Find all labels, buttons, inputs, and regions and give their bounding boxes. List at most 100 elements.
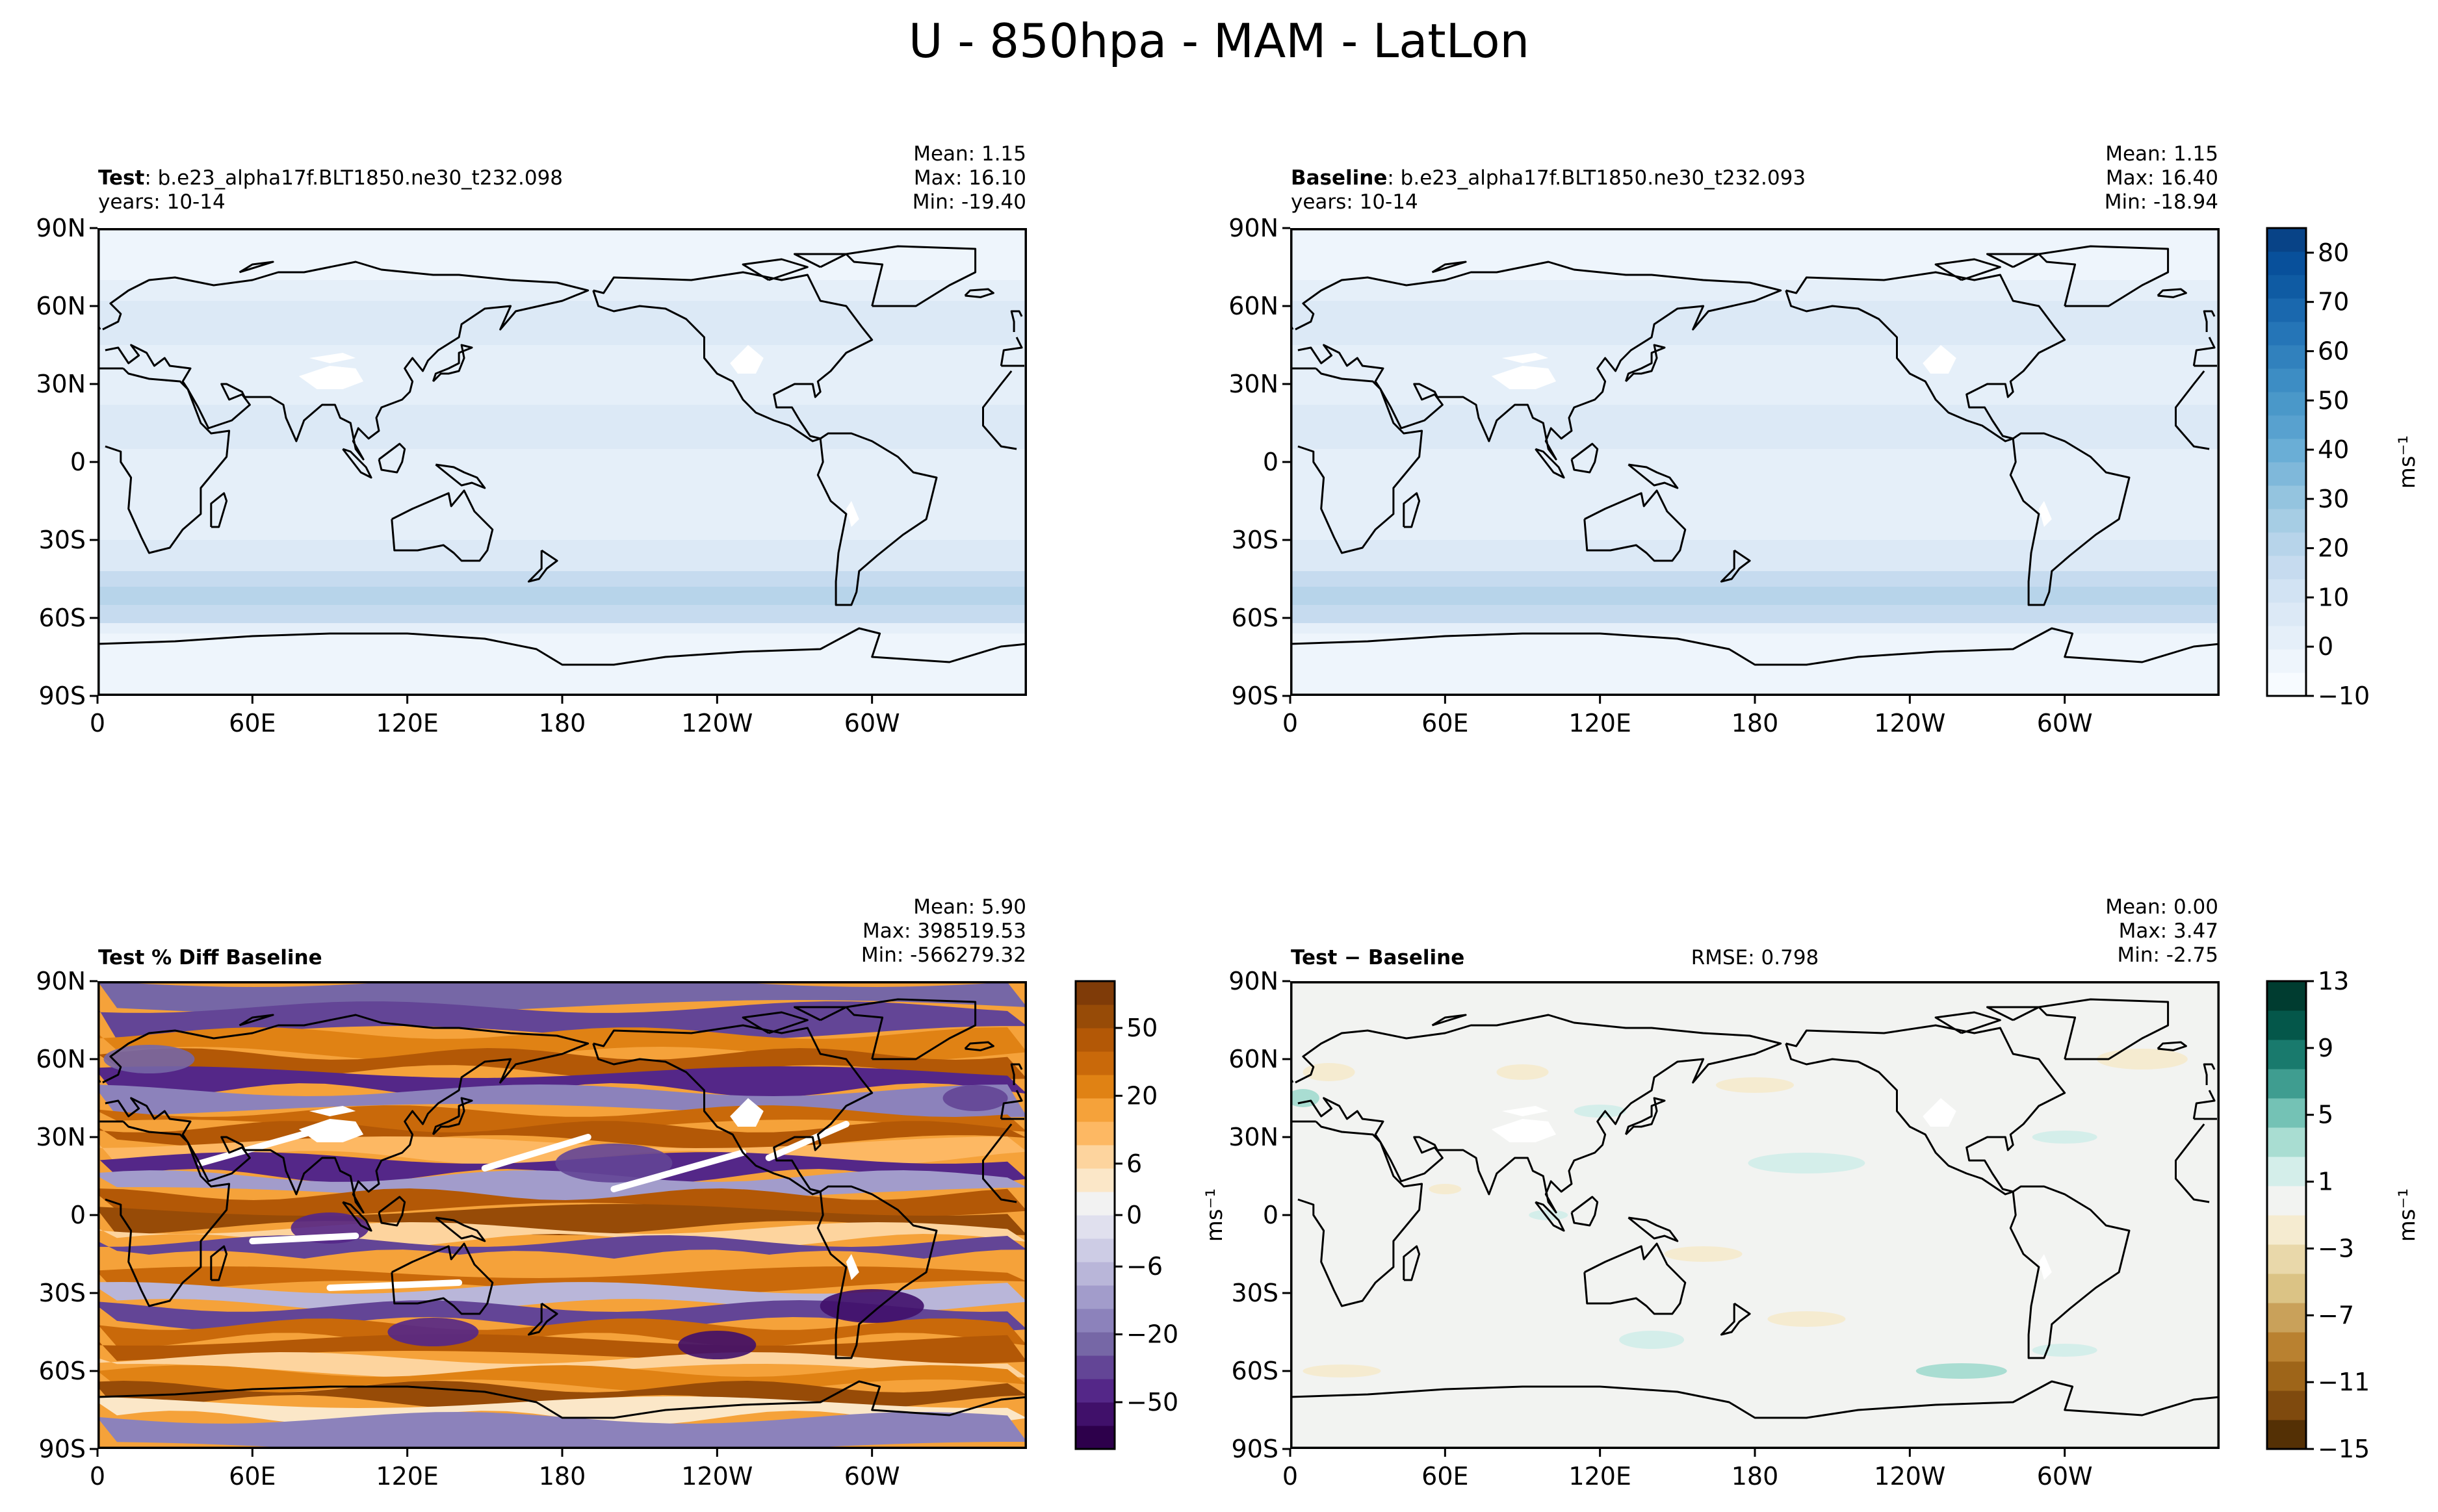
colorbar-tick-label: −15 [2318,1435,2370,1463]
lat-tick-label: 0 [70,448,86,476]
colorbar-segment [2267,509,2306,533]
colorbar-segment [2267,1040,2306,1070]
colorbar-segment [2267,602,2306,626]
coastline [1583,489,1687,562]
coastline [2038,245,2170,307]
colorbar-tick-label: 50 [1126,1014,1158,1042]
diff-label: Test − Baseline [1291,946,1464,970]
colorbar-segment [1076,1426,1115,1450]
wind-band [1290,457,2220,514]
coastline [378,1196,406,1227]
colorbar-segment [1076,1051,1115,1075]
test-mean: Mean: 1.15 [913,142,1026,166]
missing-data-region [309,353,356,363]
coastline [1986,1006,2040,1021]
diff-min: Min: -2.75 [2117,943,2218,967]
pctdiff-label-bold: Test % Diff Baseline [98,946,322,969]
lon-tick-label: 60W [844,709,900,737]
lat-tick-label: 90S [39,1435,86,1463]
coastline [2157,1041,2187,1051]
colorbar-segment [2267,1127,2306,1157]
lat-tick-label: 60N [1228,1045,1278,1073]
test-min: Min: -19.40 [912,190,1026,214]
colorbar-segment [2267,368,2306,392]
lon-tick-label: 0 [90,1462,105,1491]
coastline [1535,1201,1565,1232]
colorbar-segment [2267,1186,2306,1216]
lon-tick-label: 180 [1731,1462,1779,1491]
pct-diff-patch [820,1289,924,1323]
coastline [527,1302,558,1336]
lat-tick-label: 30N [1228,1123,1278,1151]
lon-tick-label: 120E [1568,709,1631,737]
coastline [1627,463,1679,489]
missing-data-region [1501,1106,1549,1116]
colorbar-segment [2267,1361,2306,1391]
colorbar-segment [2267,1098,2306,1128]
lon-tick-label: 60W [2037,709,2093,737]
coastline [742,258,809,281]
colorbar-segment [2267,251,2306,275]
coastline [816,432,938,606]
lon-tick-label: 180 [539,1462,586,1491]
diff-patch [1574,1105,1626,1118]
coastline [1431,1014,1467,1027]
diff-patch [2032,1131,2097,1144]
colorbar-tick-label: −10 [2318,682,2370,710]
coastline [527,549,558,583]
missing-data [298,345,859,527]
coastline [1986,253,2040,268]
missing-data [298,1098,859,1280]
test-years: years: 10-14 [98,190,226,214]
colorbar-segment [2267,1332,2306,1362]
pct-diff-band [97,1318,1027,1347]
colorbar-tick-label: 9 [2318,1034,2333,1062]
colorbar-tick-label: 50 [2318,386,2349,415]
colorbar-segment [2267,579,2306,603]
colorbar-segment [1076,1355,1115,1379]
pct-diff-band [97,1352,1027,1378]
colorbar-segment [1076,1192,1115,1216]
wind-band [1290,228,2220,280]
baseline-case-label: Baseline: b.e23_alpha17f.BLT1850.ne30_t2… [1291,166,1806,190]
diff-patch [2096,1049,2188,1070]
colorbar-segment [2267,649,2306,673]
lon-tick-label: 0 [90,709,105,737]
wind-band [1290,540,2220,571]
coastline [2203,310,2216,332]
colorbar-segment [1076,1379,1115,1403]
colorbar-segment [2267,556,2306,580]
coastline [1785,271,2066,442]
pct-diff-patch [678,1331,757,1359]
pctdiff-label: Test % Diff Baseline [98,946,322,970]
diff-patch [1529,1210,1568,1220]
diff-max: Max: 3.47 [2118,919,2218,943]
colorbar-segment [1076,1145,1115,1169]
lat-tick-label: 30S [1232,526,1278,554]
figure-title: U - 850hpa - MAM - LatLon [908,14,1530,68]
lat-tick-label: 90N [1228,967,1278,995]
test-label-bold: Test [98,166,145,190]
lon-tick-label: 0 [1282,1462,1298,1491]
baseline-map [1290,228,2220,696]
coastline [1624,1097,1666,1136]
pct-diff-band [97,1266,1027,1295]
pctdiff-min: Min: -566279.32 [861,943,1026,967]
wind-band [1290,301,2220,345]
lat-tick-label: 90N [1228,214,1278,242]
coastline [2009,1185,2131,1359]
lon-tick-label: 60E [1421,1462,1468,1491]
diff-rmse: RMSE: 0.798 [1691,946,1819,969]
lon-tick-label: 180 [539,709,586,737]
missing-data-region [730,345,764,374]
colorbar-segment [2267,1069,2306,1099]
missing-data-region [298,1119,364,1142]
lon-tick-label: 120E [1568,1462,1631,1491]
coastline [982,370,1017,450]
coastline [816,1185,938,1359]
coastline [342,448,372,479]
missing-data-region [1491,1119,1557,1142]
colorbar-segment [1076,1005,1115,1029]
